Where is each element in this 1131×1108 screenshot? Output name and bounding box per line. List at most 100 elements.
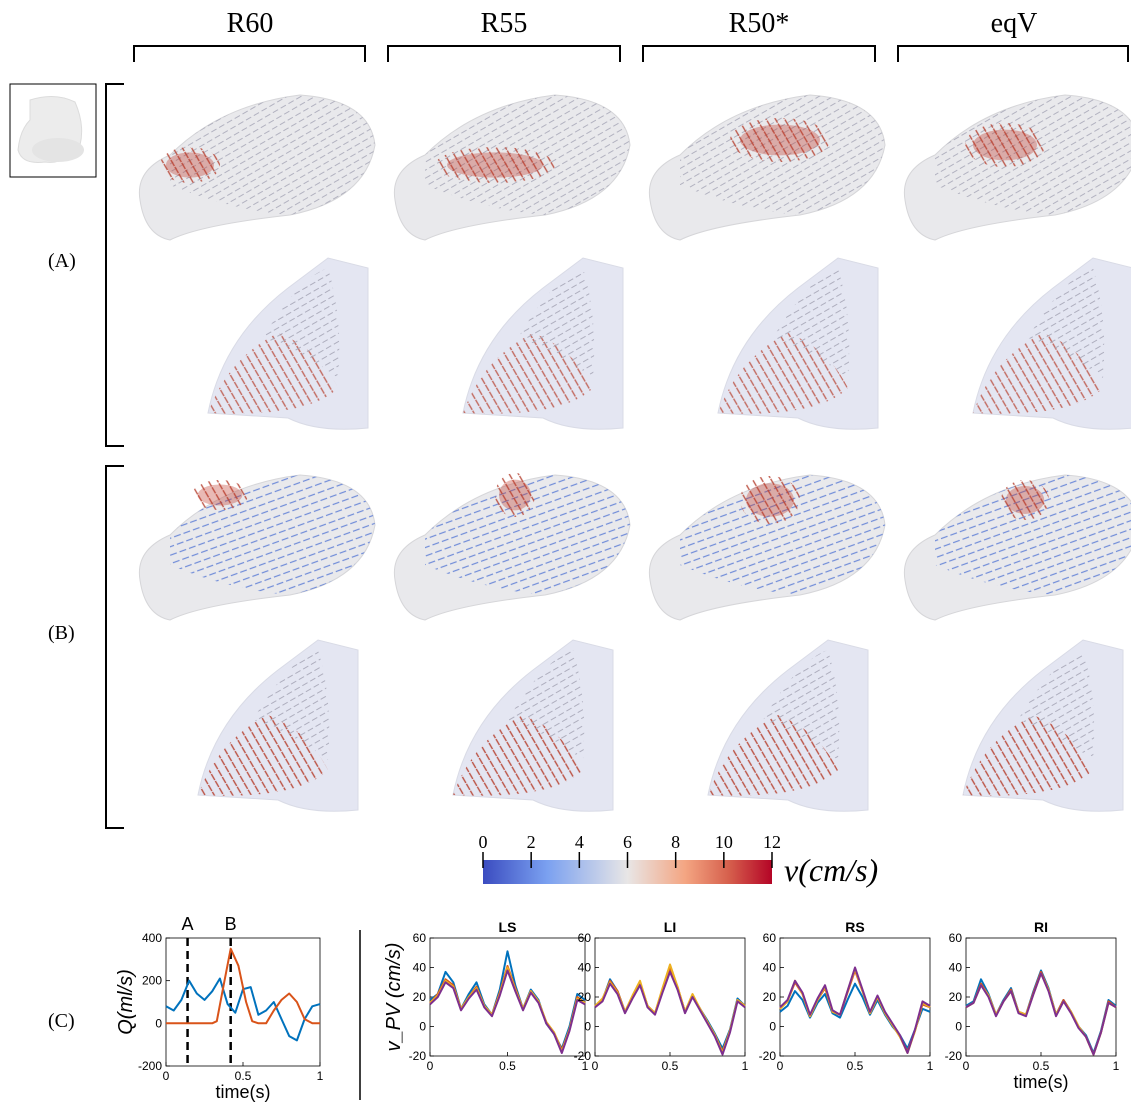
y-axis-label: v_PV (cm/s) xyxy=(383,943,405,1052)
colorbar-tick-label: 4 xyxy=(575,832,584,852)
high-velocity-region xyxy=(495,473,535,517)
plot-area xyxy=(165,937,321,1067)
y-tick-label: 0 xyxy=(584,1020,591,1034)
row-label-a: (A) xyxy=(48,250,76,272)
y-tick-label: -20 xyxy=(574,1049,592,1063)
chart-title: RS xyxy=(845,919,864,935)
x-tick-label: 0.5 xyxy=(847,1059,864,1073)
x-tick-label: 1 xyxy=(1113,1059,1120,1073)
high-velocity-core xyxy=(166,152,214,178)
series-line-3 xyxy=(594,970,746,1056)
y-tick-label: 40 xyxy=(578,961,592,975)
velocity-arrows-grey xyxy=(518,268,595,378)
series-line-1 xyxy=(166,947,320,1025)
high-velocity-core xyxy=(973,129,1037,161)
y-tick-label: 400 xyxy=(142,931,162,945)
x-tick-label: 0.5 xyxy=(235,1069,252,1083)
x-tick-label: 0 xyxy=(163,1069,170,1083)
high-velocity-region xyxy=(730,118,830,162)
colorbar-tick-label: 2 xyxy=(527,832,536,852)
time-marker-label: B xyxy=(225,914,237,934)
series-line-3 xyxy=(965,972,1117,1056)
series-line-0 xyxy=(779,982,931,1050)
x-tick-label: 1 xyxy=(582,1059,589,1073)
velocity-arrows xyxy=(935,475,1131,595)
column-title-eqv: eqV xyxy=(990,8,1038,39)
colorbar-tick-label: 0 xyxy=(479,832,488,852)
x-tick-label: 0 xyxy=(963,1059,970,1073)
colorbar-tick-label: 8 xyxy=(671,832,680,852)
series-line-3 xyxy=(429,969,586,1054)
x-axis-label: time(s) xyxy=(216,1082,271,1102)
x-tick-label: 0.5 xyxy=(1033,1059,1050,1073)
high-velocity-region xyxy=(192,480,248,510)
colorbar: 0 2 4 6 8 10 12 xyxy=(479,832,781,884)
x-tick-label: 0 xyxy=(777,1059,784,1073)
row-label-c: (C) xyxy=(48,1010,75,1032)
high-velocity-region xyxy=(160,147,220,183)
y-tick-label: -20 xyxy=(945,1049,963,1063)
velocity-arrows xyxy=(170,95,375,215)
y-tick-label: 0 xyxy=(155,1016,162,1030)
x-tick-label: 1 xyxy=(742,1059,749,1073)
column-title-r50: R50* xyxy=(728,8,790,39)
chart-title: LS xyxy=(499,919,517,935)
high-velocity-core xyxy=(746,483,794,517)
y-tick-label: 20 xyxy=(763,990,777,1004)
colorbar-label: v(cm/s) xyxy=(784,852,879,888)
x-tick-label: 1 xyxy=(927,1059,934,1073)
y-tick-label: 60 xyxy=(578,931,592,945)
y-tick-label: -20 xyxy=(409,1049,427,1063)
y-tick-label: 0 xyxy=(769,1020,776,1034)
atrium-thumbnail xyxy=(9,83,97,178)
column-brackets xyxy=(133,45,1129,62)
velocity-arrows-grey xyxy=(1018,650,1095,760)
y-tick-label: -20 xyxy=(759,1049,777,1063)
high-velocity-core xyxy=(740,124,820,156)
y-tick-label: 20 xyxy=(413,990,427,1004)
high-velocity-region xyxy=(740,476,800,524)
velocity-volume-renderings xyxy=(138,94,1131,812)
y-tick-label: -200 xyxy=(138,1059,162,1073)
colorbar-tick-label: 10 xyxy=(715,832,733,852)
plot-area xyxy=(594,937,746,1057)
x-tick-label: 0 xyxy=(427,1059,434,1073)
velocity-arrows xyxy=(680,475,885,595)
y-tick-label: 20 xyxy=(949,990,963,1004)
chart-title: LI xyxy=(664,919,676,935)
velocity-arrows-grey xyxy=(263,268,340,378)
high-velocity-region xyxy=(1001,480,1049,520)
row-label-b: (B) xyxy=(48,622,75,644)
y-tick-label: 60 xyxy=(413,931,427,945)
column-title-r60: R60 xyxy=(226,8,274,39)
y-tick-label: 60 xyxy=(763,931,777,945)
y-tick-label: 0 xyxy=(419,1020,426,1034)
high-velocity-region xyxy=(965,123,1045,167)
y-tick-label: 60 xyxy=(949,931,963,945)
x-tick-label: 1 xyxy=(317,1069,324,1083)
x-axis-label: time(s) xyxy=(1014,1072,1069,1092)
velocity-arrows-grey xyxy=(763,650,840,760)
column-title-r55: R55 xyxy=(480,8,528,39)
velocity-arrows-grey xyxy=(1028,268,1105,378)
time-marker-label: A xyxy=(182,914,194,934)
series-line-3 xyxy=(779,966,931,1054)
x-tick-label: 0.5 xyxy=(662,1059,679,1073)
high-velocity-core xyxy=(1005,486,1045,514)
high-velocity-core xyxy=(447,152,543,178)
y-tick-label: 20 xyxy=(578,990,592,1004)
chart-title: RI xyxy=(1034,919,1048,935)
velocity-arrows-grey xyxy=(773,268,850,378)
row-brackets xyxy=(105,83,124,829)
colorbar-tick-label: 6 xyxy=(623,832,632,852)
velocity-arrows xyxy=(425,475,630,595)
high-velocity-region xyxy=(435,147,555,183)
y-tick-label: 40 xyxy=(413,961,427,975)
plot-area xyxy=(965,937,1117,1057)
